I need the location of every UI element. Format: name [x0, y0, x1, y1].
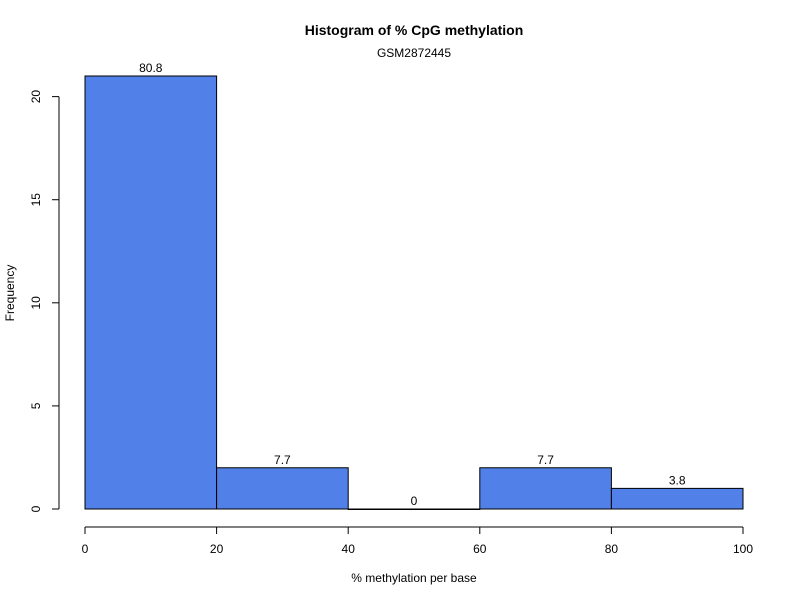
histogram-bar	[216, 467, 349, 510]
x-tick-label: 0	[82, 542, 89, 556]
y-axis-label: Frequency	[3, 265, 17, 322]
bar-value-label: 3.8	[669, 473, 686, 487]
histogram-bar	[347, 508, 481, 510]
bar-value-label: 7.7	[537, 453, 554, 467]
y-tick-label: 15	[29, 193, 43, 207]
x-tick-label: 100	[733, 542, 753, 556]
y-tick-label: 0	[29, 505, 43, 512]
histogram-bar	[479, 467, 612, 510]
bar-value-label: 80.8	[139, 61, 163, 75]
histogram-bar	[84, 75, 218, 510]
x-tick-label: 60	[473, 542, 487, 556]
x-tick-label: 80	[605, 542, 619, 556]
histogram-bar	[610, 487, 744, 510]
bar-value-label: 0	[411, 494, 418, 508]
chart-title: Histogram of % CpG methylation	[305, 22, 524, 38]
x-axis-label: % methylation per base	[351, 571, 477, 585]
axes-layer: 0 20 40 60 80 100 0 5 10 15 20	[29, 90, 753, 556]
y-tick-label: 10	[29, 296, 43, 310]
y-tick-label: 20	[29, 90, 43, 104]
x-tick-label: 20	[210, 542, 224, 556]
chart-subtitle: GSM2872445	[377, 46, 451, 60]
x-tick-label: 40	[342, 542, 356, 556]
bars-layer: 80.8 7.7 0 7.7 3.8	[84, 61, 744, 510]
bar-value-label: 7.7	[274, 453, 291, 467]
y-tick-label: 5	[29, 402, 43, 409]
